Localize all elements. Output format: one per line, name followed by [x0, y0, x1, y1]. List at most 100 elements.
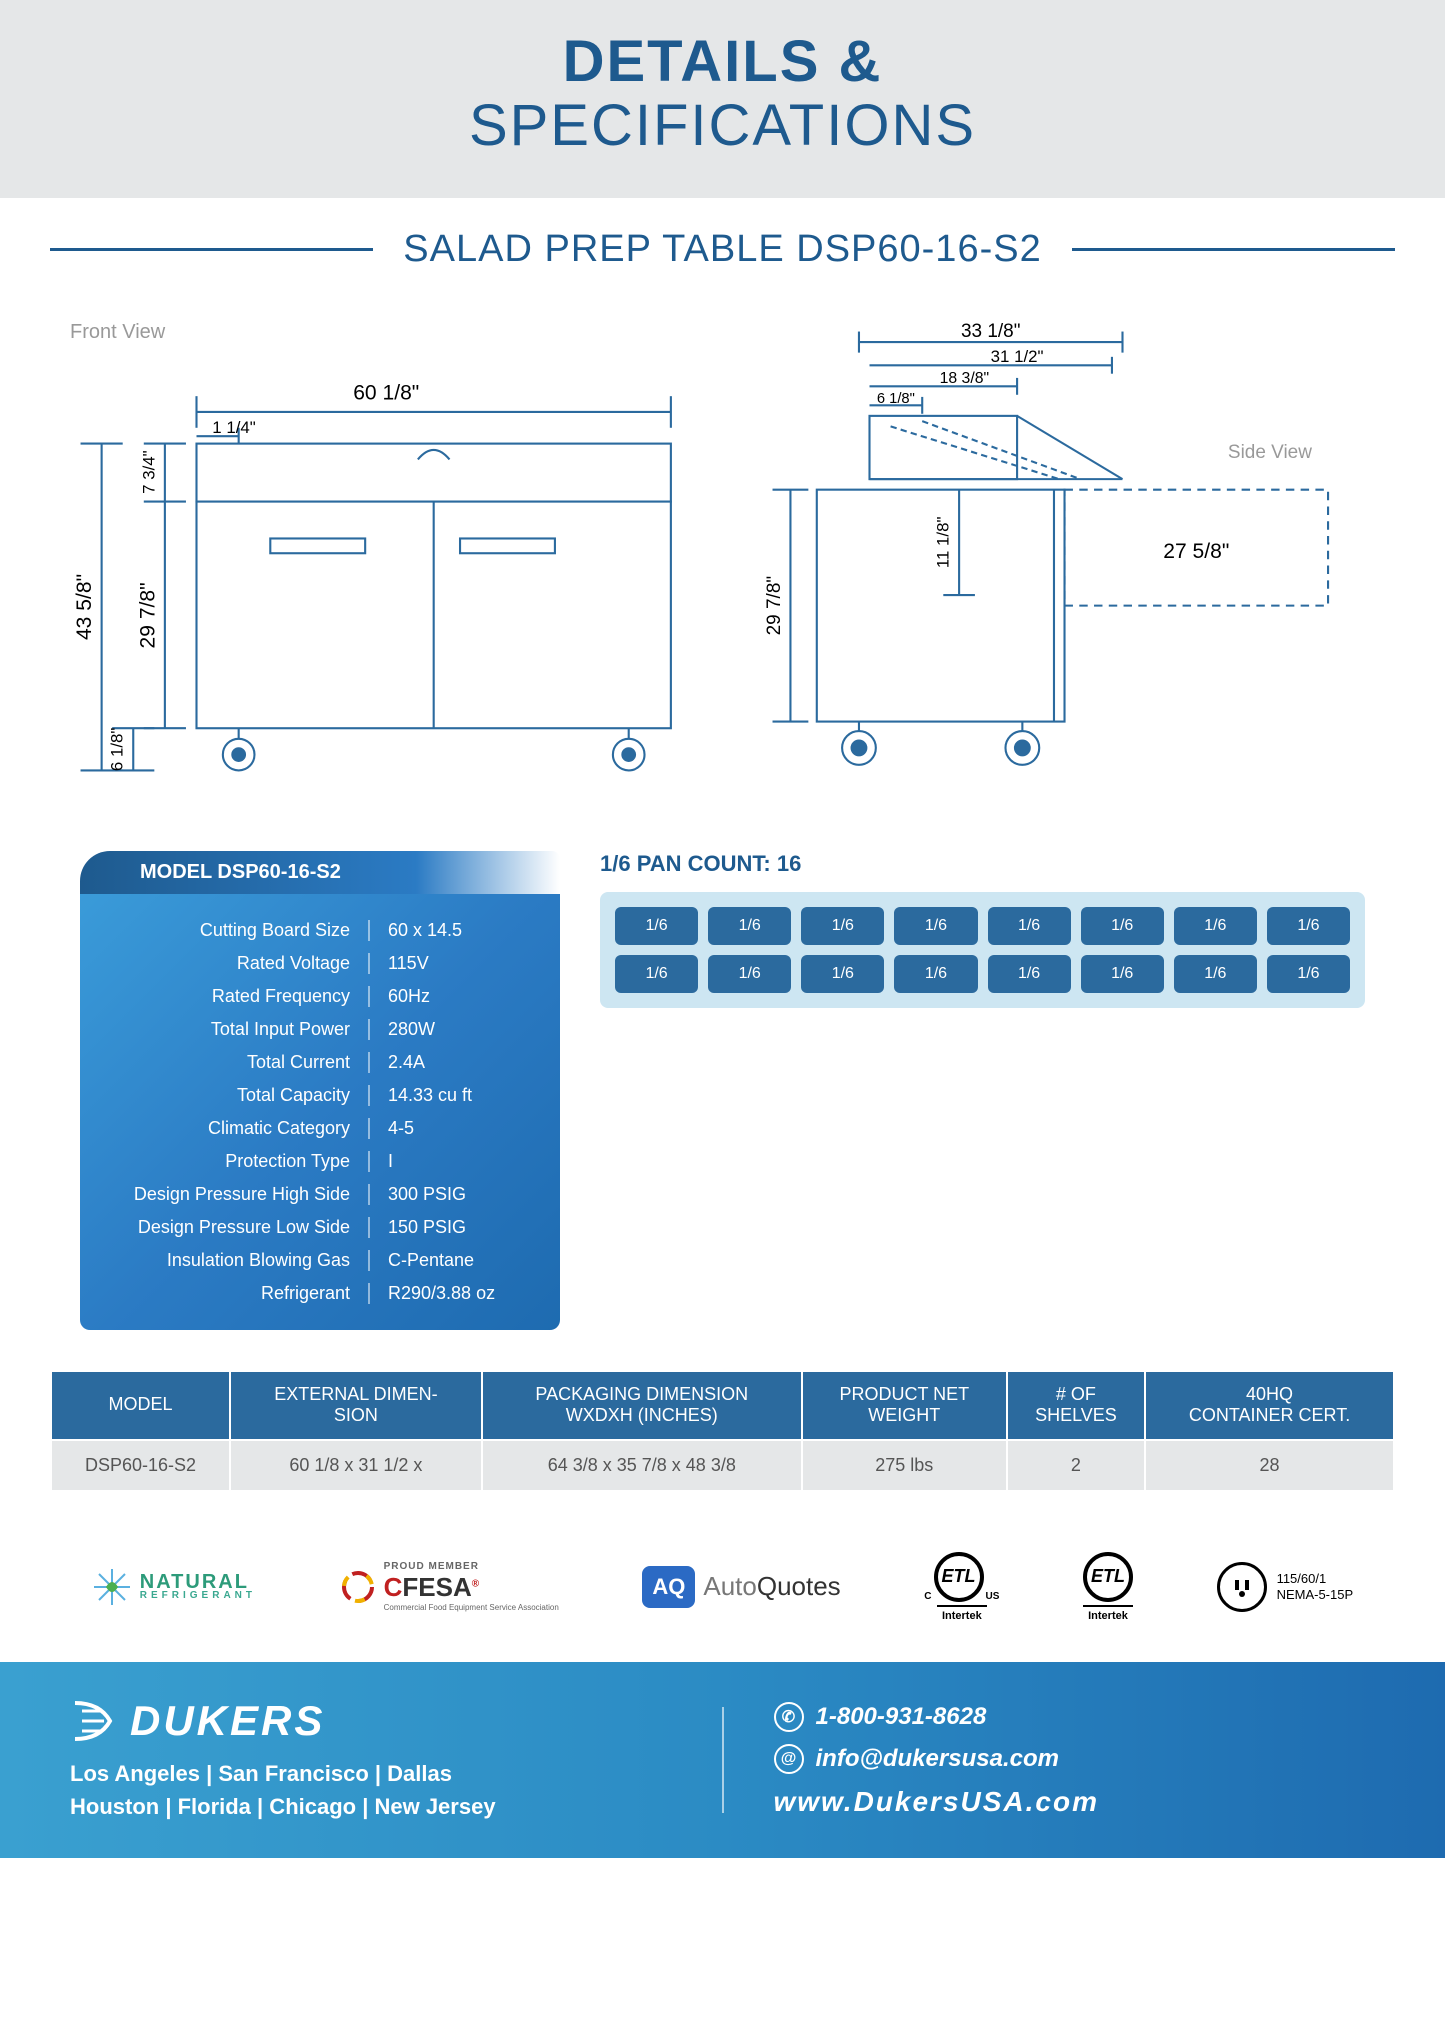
spec-value: 300 PSIG: [370, 1184, 466, 1205]
brand-name: DUKERS: [130, 1697, 325, 1745]
table-cell: 28: [1145, 1440, 1394, 1491]
pan-cell: 1/6: [1267, 907, 1350, 945]
spec-value: 60Hz: [370, 986, 430, 1007]
spec-row: Protection TypeI: [80, 1145, 560, 1178]
table-header: EXTERNAL DIMEN-SION: [230, 1371, 482, 1440]
phone-row: ✆ 1-800-931-8628: [774, 1702, 1376, 1732]
table-cell: 275 lbs: [802, 1440, 1007, 1491]
spec-value: 60 x 14.5: [370, 920, 462, 941]
front-view-diagram: Front View: [70, 321, 703, 811]
swirl-icon: [340, 1569, 376, 1605]
plug-icon: [1217, 1562, 1267, 1612]
svg-text:43 5/8": 43 5/8": [73, 574, 96, 640]
spec-label: Total Input Power: [110, 1019, 370, 1040]
svg-text:11 1/8": 11 1/8": [933, 516, 952, 568]
pan-cell: 1/6: [1267, 955, 1350, 993]
pan-cell: 1/6: [801, 955, 884, 993]
footer-divider: [722, 1707, 724, 1813]
table-cell: DSP60-16-S2: [51, 1440, 230, 1491]
autoquotes-logo: AQ AutoQuotes: [642, 1566, 840, 1608]
svg-text:60 1/8": 60 1/8": [353, 381, 419, 404]
spec-label: Climatic Category: [110, 1118, 370, 1139]
spec-row: Design Pressure Low Side150 PSIG: [80, 1211, 560, 1244]
etl-listed-badge: ETL Intertek: [1083, 1552, 1133, 1622]
rule-left: [50, 248, 373, 251]
spec-box: MODEL DSP60-16-S2 Cutting Board Size60 x…: [80, 851, 560, 1330]
spec-row: Total Current2.4A: [80, 1046, 560, 1079]
snowflake-leaf-icon: [92, 1567, 132, 1607]
pan-cell: 1/6: [615, 955, 698, 993]
dukers-logo-icon: [70, 1699, 120, 1743]
spec-row: Climatic Category4-5: [80, 1112, 560, 1145]
svg-text:33 1/8": 33 1/8": [960, 321, 1019, 342]
spec-value: R290/3.88 oz: [370, 1283, 495, 1304]
spec-row: Total Input Power280W: [80, 1013, 560, 1046]
dimension-table: MODELEXTERNAL DIMEN-SIONPACKAGING DIMENS…: [50, 1370, 1395, 1492]
quotes-text: Quotes: [757, 1571, 841, 1601]
svg-text:18 3/8": 18 3/8": [939, 370, 989, 387]
email-address: info@dukersusa.com: [816, 1745, 1059, 1773]
pan-cell: 1/6: [708, 955, 791, 993]
spec-row: Rated Frequency60Hz: [80, 980, 560, 1013]
table-header: MODEL: [51, 1371, 230, 1440]
plug-spec-line1: 115/60/1: [1277, 1571, 1354, 1587]
pan-cell: 1/6: [801, 907, 884, 945]
svg-text:27 5/8": 27 5/8": [1163, 540, 1229, 563]
spec-value: 150 PSIG: [370, 1217, 466, 1238]
certification-logos: NATURAL REFRIGERANT PROUD MEMBER CFESA® …: [0, 1532, 1445, 1662]
spec-value: I: [370, 1151, 393, 1172]
phone-icon: ✆: [774, 1702, 804, 1732]
side-view-svg: 33 1/8" 31 1/2" 18 3/8" 6 1/8" 27 5/8" 1…: [743, 321, 1376, 806]
spec-label: Refrigerant: [110, 1283, 370, 1304]
spec-label: Rated Frequency: [110, 986, 370, 1007]
pan-section: 1/6 PAN COUNT: 16 1/6 1/6 1/6 1/6 1/6 1/6 1/6 1…: [600, 851, 1365, 1008]
plug-spec-line2: NEMA-5-15P: [1277, 1587, 1354, 1603]
email-icon: @: [774, 1744, 804, 1774]
spec-box-header: MODEL DSP60-16-S2: [80, 851, 560, 894]
spec-value: 14.33 cu ft: [370, 1085, 472, 1106]
header-band: DETAILS & SPECIFICATIONS: [0, 0, 1445, 198]
spec-label: Total Capacity: [110, 1085, 370, 1106]
pan-cell: 1/6: [1174, 907, 1257, 945]
table-cell: 2: [1007, 1440, 1145, 1491]
spec-row: Design Pressure High Side300 PSIG: [80, 1178, 560, 1211]
svg-text:Side View: Side View: [1227, 442, 1311, 463]
cfesa-logo: PROUD MEMBER CFESA® Commercial Food Equi…: [340, 1561, 559, 1612]
spec-value: C-Pentane: [370, 1250, 474, 1271]
brand-row: DUKERS: [70, 1697, 672, 1745]
etl-circle-icon: ETL: [934, 1552, 984, 1602]
refrigerant-text: REFRIGERANT: [140, 1591, 256, 1600]
spec-label: Total Current: [110, 1052, 370, 1073]
side-view-diagram: 33 1/8" 31 1/2" 18 3/8" 6 1/8" 27 5/8" 1…: [743, 321, 1376, 811]
spec-label: Insulation Blowing Gas: [110, 1250, 370, 1271]
spec-label: Design Pressure Low Side: [110, 1217, 370, 1238]
svg-text:29 7/8": 29 7/8": [763, 575, 784, 634]
spec-row: Cutting Board Size60 x 14.5: [80, 914, 560, 947]
table-header-row: MODELEXTERNAL DIMEN-SIONPACKAGING DIMENS…: [51, 1371, 1394, 1440]
pan-cell: 1/6: [894, 955, 977, 993]
website: www.DukersUSA.com: [774, 1786, 1376, 1818]
email-row: @ info@dukersusa.com: [774, 1744, 1376, 1774]
pan-cell: 1/6: [988, 955, 1071, 993]
pan-count-title: 1/6 PAN COUNT: 16: [600, 851, 1365, 877]
intertek-text: Intertek: [1088, 1610, 1128, 1622]
pan-cell: 1/6: [1081, 955, 1164, 993]
spec-value: 280W: [370, 1019, 435, 1040]
front-view-label: Front View: [70, 321, 703, 344]
auto-text: Auto: [703, 1571, 757, 1601]
table-header: 40HQCONTAINER CERT.: [1145, 1371, 1394, 1440]
pan-cell: 1/6: [1081, 907, 1164, 945]
spec-label: Cutting Board Size: [110, 920, 370, 941]
page-title: DETAILS & SPECIFICATIONS: [0, 30, 1445, 158]
table-header: # OFSHELVES: [1007, 1371, 1145, 1440]
front-view-svg: 60 1/8" 1 1/4" 29 7/8" 7 3/4" 43 5/8" 6 …: [70, 354, 703, 797]
subtitle-row: SALAD PREP TABLE DSP60-16-S2: [0, 198, 1445, 301]
pan-grid: 1/61/61/61/61/61/61/61/61/61/61/61/61/61…: [600, 892, 1365, 1008]
mid-section: MODEL DSP60-16-S2 Cutting Board Size60 x…: [0, 851, 1445, 1370]
svg-text:29 7/8": 29 7/8": [136, 582, 159, 648]
aq-badge: AQ: [642, 1566, 695, 1608]
spec-value: 115V: [370, 953, 429, 974]
svg-text:6 1/8": 6 1/8": [108, 727, 127, 770]
etl-listed-badge-cus: C ETL US Intertek: [924, 1552, 999, 1622]
pan-cell: 1/6: [708, 907, 791, 945]
